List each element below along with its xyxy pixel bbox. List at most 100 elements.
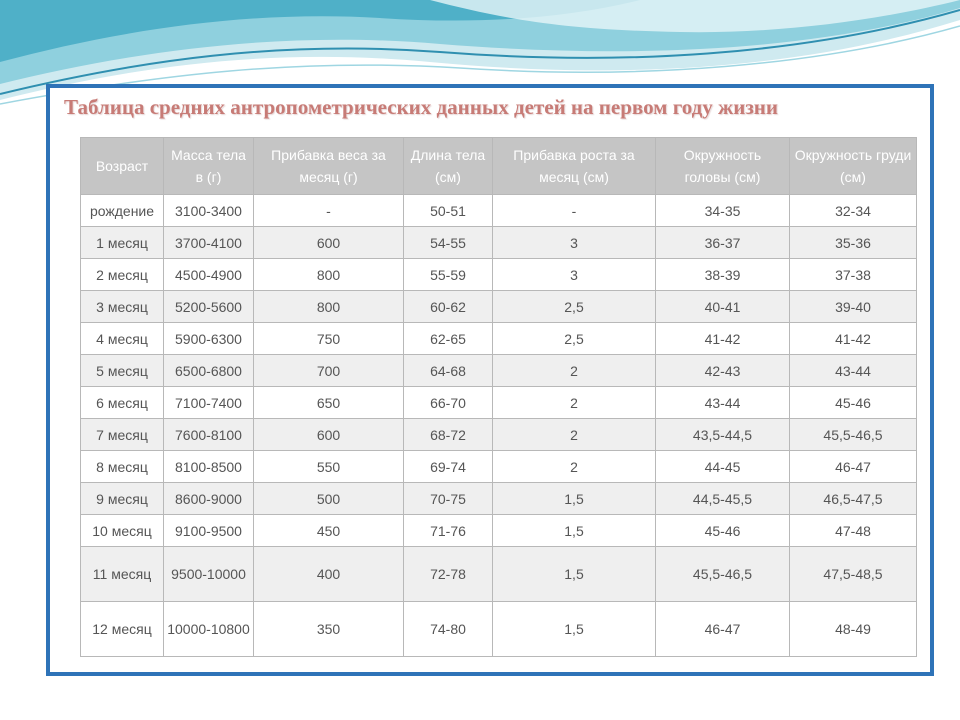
table-header-row: Возраст Масса тела в (г) Прибавка веса з…	[80, 137, 917, 195]
cell-length-gain: 2,5	[492, 290, 656, 323]
table-row: рождение 3100-3400-50-51-34-35 32-34	[80, 194, 917, 227]
cell-weight-gain: 550	[253, 450, 404, 483]
cell-weight-gain: 800	[253, 290, 404, 323]
cell-head-circumference: 45,5-46,5	[655, 546, 790, 602]
cell-length: 55-59	[403, 258, 493, 291]
cell-chest-circumference: 46,5-47,5	[789, 482, 917, 515]
column-header-length-gain: Прибавка роста за месяц (см)	[492, 137, 656, 195]
cell-weight: 5900-6300	[163, 322, 254, 355]
cell-length-gain: 1,5	[492, 514, 656, 547]
cell-length: 64-68	[403, 354, 493, 387]
cell-age: рождение	[80, 194, 164, 227]
cell-weight: 9500-10000	[163, 546, 254, 602]
cell-length-gain: 1,5	[492, 546, 656, 602]
cell-age: 3 месяц	[80, 290, 164, 323]
cell-weight-gain: -	[253, 194, 404, 227]
table-row: 10 месяц 9100-9500 450 71-76 1,5 45-46 47-48	[80, 514, 917, 547]
cell-length-gain: 2	[492, 386, 656, 419]
cell-weight-gain: 700	[253, 354, 404, 387]
table-row: 12 месяц 10000-10800 350 74-80 1,5 46-47 48-49	[80, 601, 917, 657]
cell-chest-circumference: 37-38	[789, 258, 917, 291]
table-row: 9 месяц 8600-9000 500 70-75 1,5 44,5-45,5 46,5…	[80, 482, 917, 515]
cell-weight-gain: 750	[253, 322, 404, 355]
cell-weight-gain: 450	[253, 514, 404, 547]
cell-weight: 6500-6800	[163, 354, 254, 387]
anthropometric-table: Возраст Масса тела в (г) Прибавка веса з…	[80, 137, 917, 657]
cell-length-gain: 1,5	[492, 601, 656, 657]
column-header-weight: Масса тела в (г)	[163, 137, 254, 195]
table-row: 3 месяц 5200-5600 800 60-62 2,5 40-41 39-40	[80, 290, 917, 323]
cell-age: 9 месяц	[80, 482, 164, 515]
cell-weight: 3100-3400	[163, 194, 254, 227]
cell-age: 7 месяц	[80, 418, 164, 451]
cell-age: 1 месяц	[80, 226, 164, 259]
cell-head-circumference: 43,5-44,5	[655, 418, 790, 451]
cell-age: 2 месяц	[80, 258, 164, 291]
cell-length: 69-74	[403, 450, 493, 483]
cell-length-gain: 2,5	[492, 322, 656, 355]
cell-chest-circumference: 47,5-48,5	[789, 546, 917, 602]
cell-chest-circumference: 32-34	[789, 194, 917, 227]
cell-length: 72-78	[403, 546, 493, 602]
cell-head-circumference: 43-44	[655, 386, 790, 419]
cell-length: 54-55	[403, 226, 493, 259]
cell-chest-circumference: 39-40	[789, 290, 917, 323]
cell-head-circumference: 42-43	[655, 354, 790, 387]
column-header-chest-circumference: Окружность груди (см)	[789, 137, 917, 195]
cell-length: 68-72	[403, 418, 493, 451]
cell-age: 12 месяц	[80, 601, 164, 657]
cell-weight: 5200-5600	[163, 290, 254, 323]
cell-head-circumference: 36-37	[655, 226, 790, 259]
document-title: Таблица средних антропометрических данны…	[64, 95, 778, 119]
cell-weight: 3700-4100	[163, 226, 254, 259]
table-row: 4 месяц 5900-6300 750 62-65 2,5 41-42 41-42	[80, 322, 917, 355]
cell-weight-gain: 400	[253, 546, 404, 602]
cell-age: 6 месяц	[80, 386, 164, 419]
table-row: 1 месяц 3700-4100 600 54-55 3 36-37 35-36	[80, 226, 917, 259]
cell-age: 10 месяц	[80, 514, 164, 547]
cell-head-circumference: 46-47	[655, 601, 790, 657]
cell-chest-circumference: 41-42	[789, 322, 917, 355]
column-header-age: Возраст	[80, 137, 164, 195]
cell-head-circumference: 45-46	[655, 514, 790, 547]
cell-chest-circumference: 47-48	[789, 514, 917, 547]
cell-length: 60-62	[403, 290, 493, 323]
cell-chest-circumference: 46-47	[789, 450, 917, 483]
column-header-head-circumference: Окружность головы (см)	[655, 137, 790, 195]
cell-head-circumference: 44,5-45,5	[655, 482, 790, 515]
table-row: 11 месяц 9500-10000 400 72-78 1,5 45,5-46,5 47…	[80, 546, 917, 602]
cell-age: 4 месяц	[80, 322, 164, 355]
cell-weight: 7600-8100	[163, 418, 254, 451]
cell-length-gain: 3	[492, 226, 656, 259]
cell-weight-gain: 600	[253, 226, 404, 259]
cell-age: 11 месяц	[80, 546, 164, 602]
cell-weight-gain: 650	[253, 386, 404, 419]
cell-chest-circumference: 48-49	[789, 601, 917, 657]
cell-weight: 4500-4900	[163, 258, 254, 291]
cell-head-circumference: 44-45	[655, 450, 790, 483]
cell-length: 66-70	[403, 386, 493, 419]
cell-head-circumference: 34-35	[655, 194, 790, 227]
cell-head-circumference: 41-42	[655, 322, 790, 355]
cell-weight: 8100-8500	[163, 450, 254, 483]
cell-weight: 9100-9500	[163, 514, 254, 547]
cell-length: 62-65	[403, 322, 493, 355]
cell-length: 70-75	[403, 482, 493, 515]
cell-chest-circumference: 43-44	[789, 354, 917, 387]
table-row: 6 месяц 7100-7400 650 66-70 2 43-44 45-46	[80, 386, 917, 419]
column-header-length: Длина тела (см)	[403, 137, 493, 195]
cell-length-gain: 2	[492, 418, 656, 451]
cell-length: 71-76	[403, 514, 493, 547]
column-header-weight-gain: Прибавка веса за месяц (г)	[253, 137, 404, 195]
cell-length-gain: -	[492, 194, 656, 227]
cell-length-gain: 3	[492, 258, 656, 291]
cell-age: 5 месяц	[80, 354, 164, 387]
cell-length-gain: 1,5	[492, 482, 656, 515]
table-row: 8 месяц 8100-8500 550 69-74 2 44-45 46-47	[80, 450, 917, 483]
cell-weight: 7100-7400	[163, 386, 254, 419]
table-row: 7 месяц 7600-8100 600 68-72 2 43,5-44,5 45,5-4…	[80, 418, 917, 451]
cell-length-gain: 2	[492, 450, 656, 483]
cell-chest-circumference: 35-36	[789, 226, 917, 259]
cell-weight: 8600-9000	[163, 482, 254, 515]
header-waves-decoration	[0, 0, 960, 105]
